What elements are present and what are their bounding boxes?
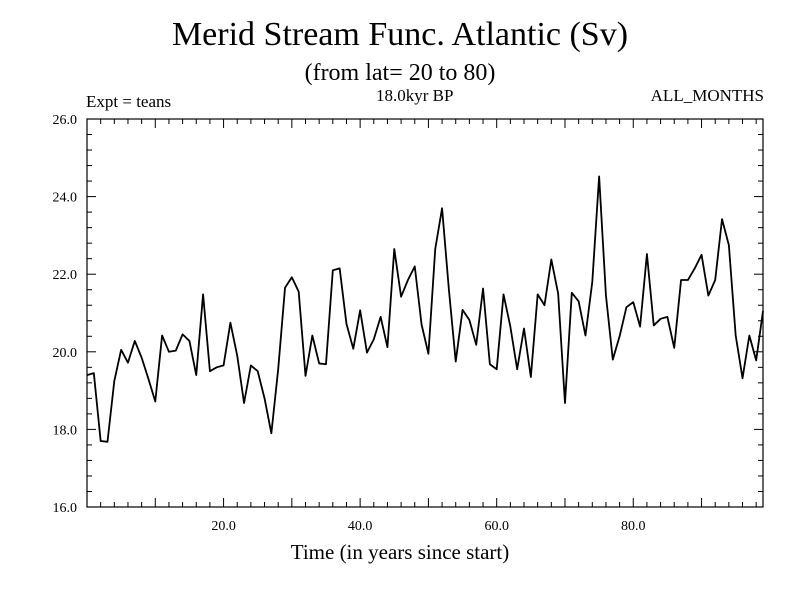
period-label: 18.0kyr BP — [376, 86, 454, 105]
x-tick-label: 20.0 — [211, 519, 236, 534]
x-tick-label: 40.0 — [348, 519, 373, 534]
axis-ticks — [87, 119, 763, 507]
y-tick-label: 26.0 — [53, 113, 78, 128]
y-tick-label: 22.0 — [53, 268, 78, 283]
x-tick-label: 60.0 — [484, 519, 509, 534]
axis-tick-labels: 20.0 40.0 60.0 80.0 16.0 18.0 20.0 22.0 24.0 26.0 — [53, 113, 646, 534]
x-tick-label: 80.0 — [621, 519, 646, 534]
data-series-line — [86, 175, 764, 443]
chart-title: Merid Stream Func. Atlantic (Sv) — [171, 16, 629, 53]
y-tick-label: 24.0 — [53, 191, 78, 206]
y-tick-label: 20.0 — [53, 346, 78, 361]
x-axis-label: Time (in years since start) — [290, 540, 510, 564]
experiment-label: Expt = teans — [86, 92, 172, 111]
y-tick-label: 16.0 — [53, 501, 78, 516]
chart-subtitle: (from lat= 20 to 80) — [304, 60, 496, 86]
months-label: ALL_MONTHS — [650, 86, 764, 105]
y-tick-label: 18.0 — [53, 423, 78, 438]
plot-frame — [86, 118, 764, 508]
